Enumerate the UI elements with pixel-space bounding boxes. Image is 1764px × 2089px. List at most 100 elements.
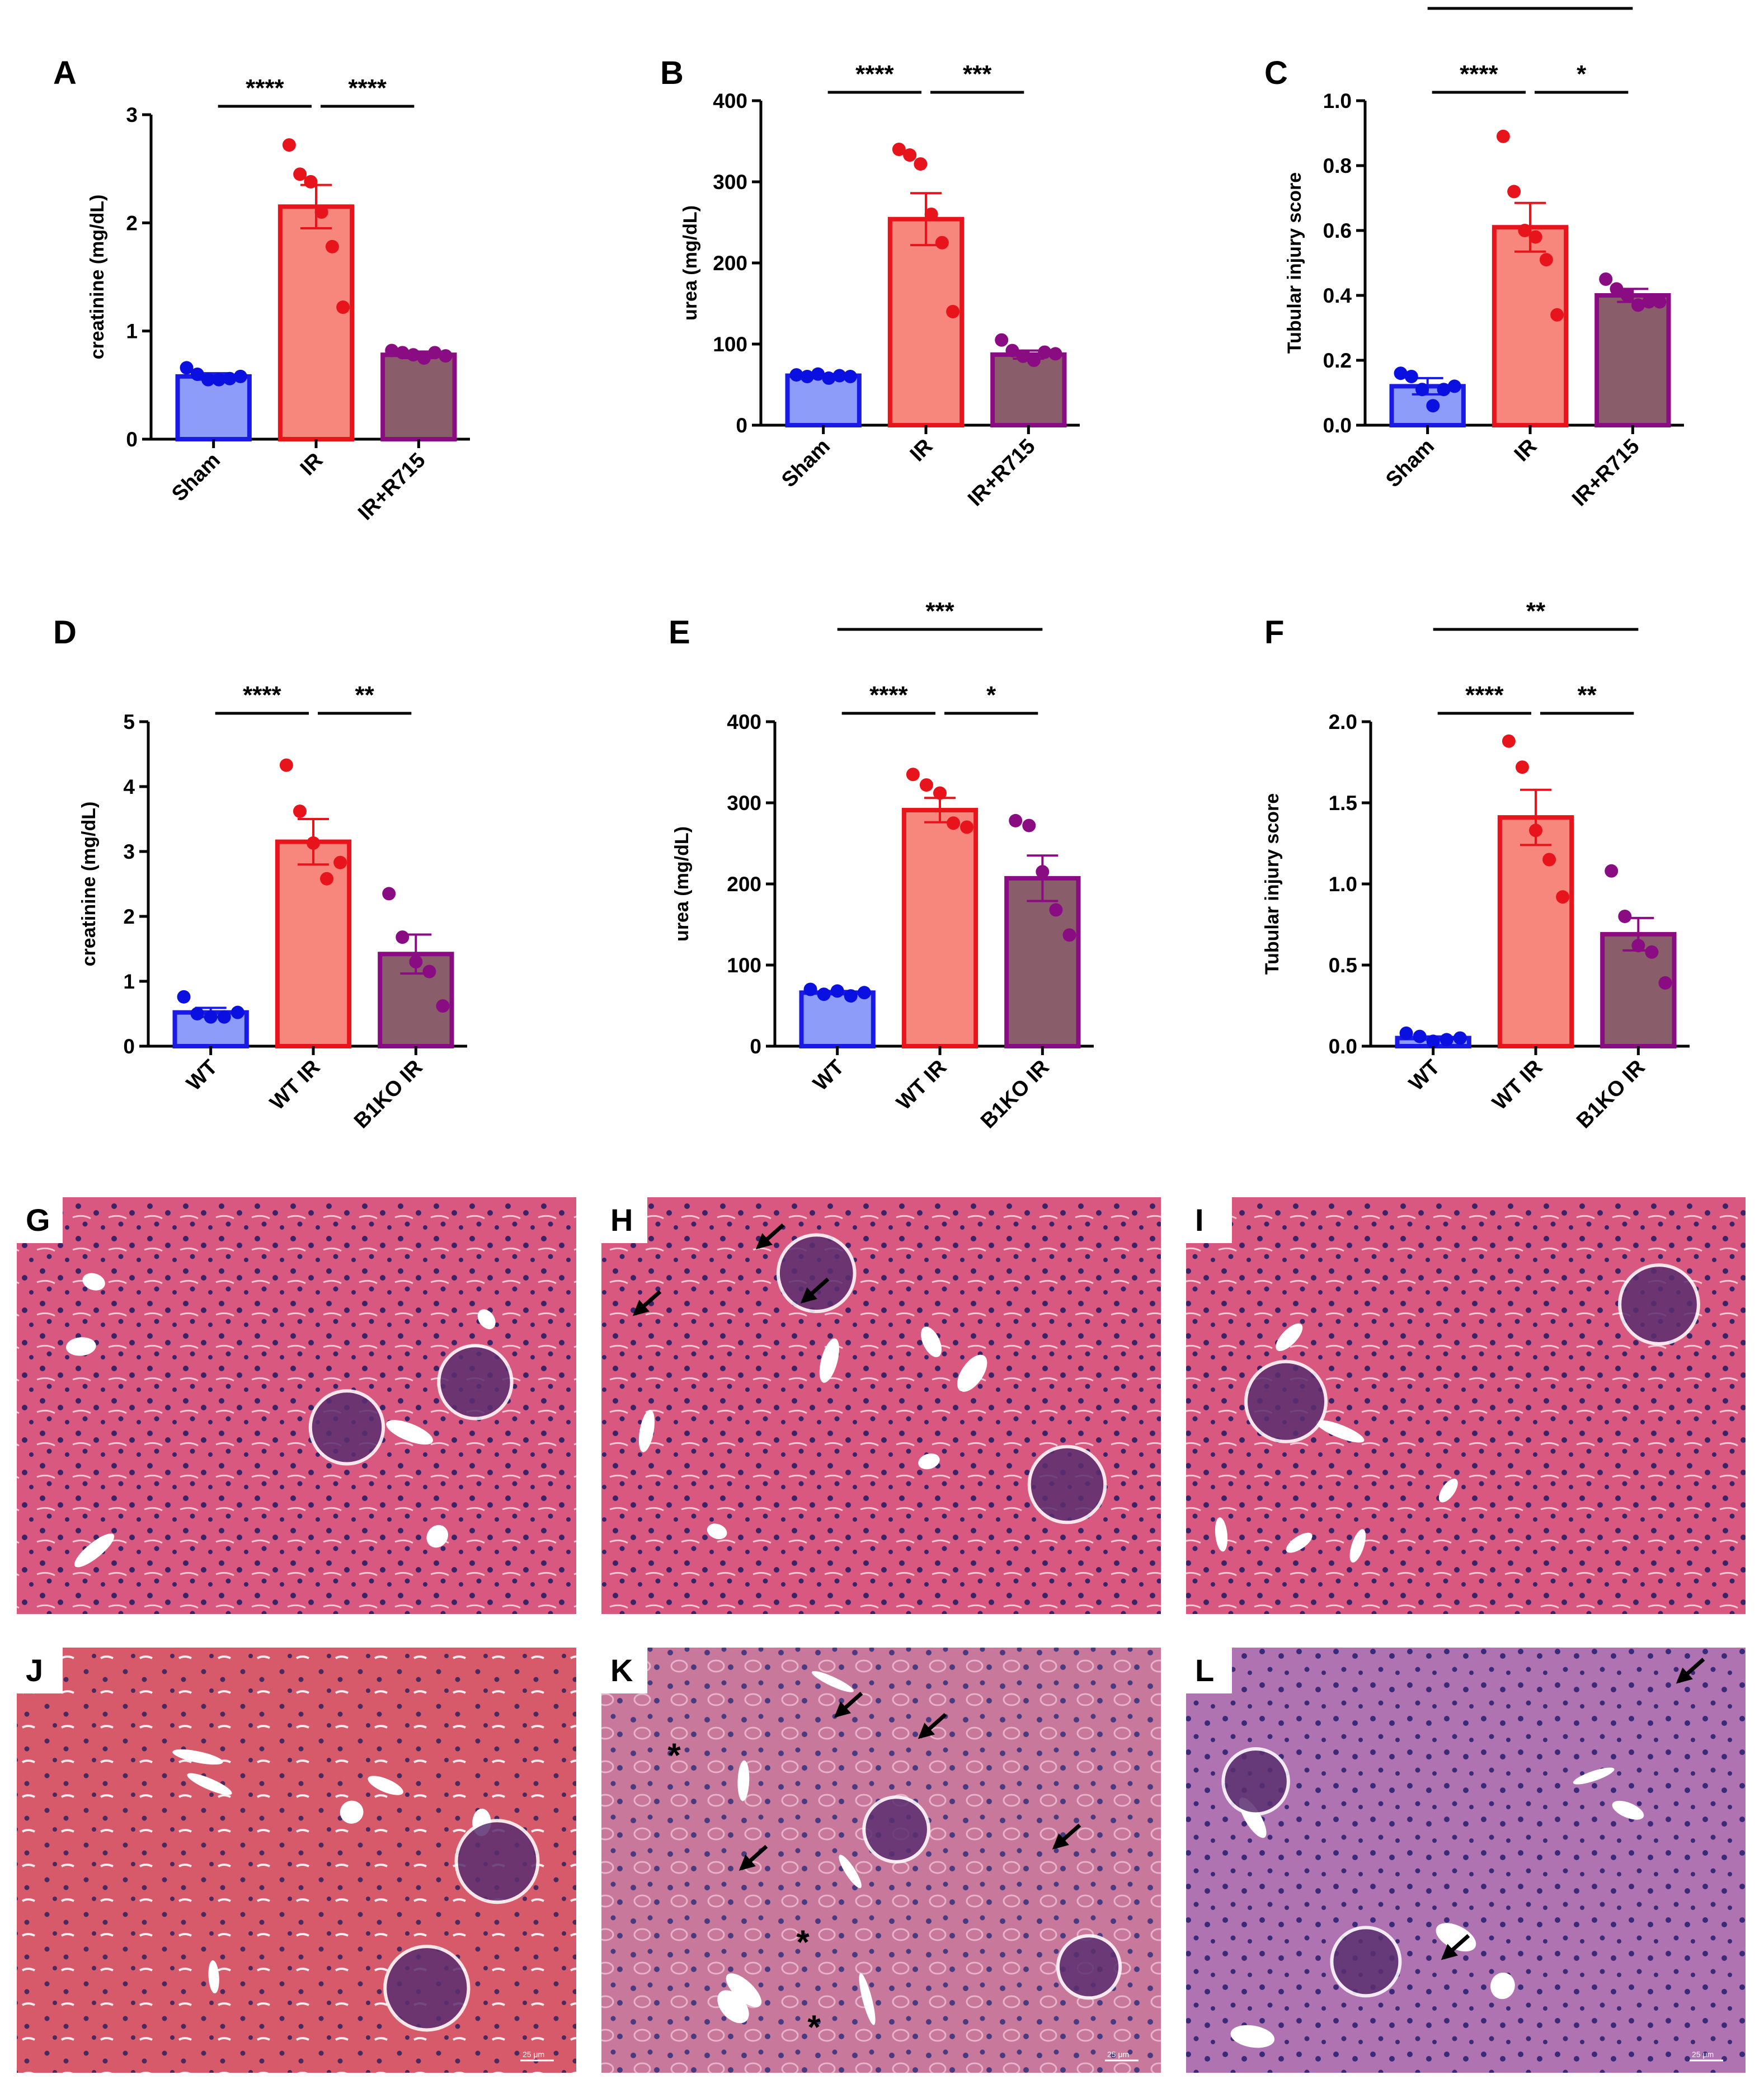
panel-letter: J (26, 1653, 43, 1688)
lumen (957, 1354, 987, 1392)
y-axis-label: creatinine (mg/dL) (87, 195, 108, 360)
data-point (1437, 383, 1451, 397)
y-tick-label: 1.0 (1329, 873, 1357, 896)
data-point (1036, 865, 1050, 879)
bar-ir (887, 217, 965, 427)
lumen (386, 1420, 433, 1445)
significance-label: **** (348, 74, 387, 102)
chart-f: F Tubular injury score 0.0 0.5 1.0 1.5 2.0 WT WT… (1262, 597, 1690, 1133)
data-point (293, 167, 307, 181)
x-category-label: B1KO IR (976, 1056, 1054, 1133)
he-stain-image (601, 1648, 1161, 2073)
lumen (707, 1523, 727, 1540)
arrow-icon (632, 1290, 662, 1316)
data-point (1440, 1033, 1453, 1047)
y-tick-label: 1 (126, 320, 138, 343)
panel-letter: C (1264, 55, 1288, 91)
data-point (1658, 976, 1672, 990)
x-category-label: IR+R715 (963, 435, 1040, 511)
data-point (1518, 224, 1532, 237)
data-point (903, 148, 917, 162)
data-point (935, 236, 949, 250)
letter-box (1186, 1648, 1232, 1693)
data-point (320, 872, 334, 886)
x-category-label: IR (1510, 435, 1542, 467)
data-point (1038, 345, 1052, 359)
y-tick-label: 0.5 (1329, 954, 1357, 977)
significance-label: *** (925, 597, 954, 625)
glomerulus (862, 1795, 930, 1864)
data-point (1496, 129, 1510, 143)
glomerulus (383, 1945, 471, 2032)
data-point (946, 305, 960, 318)
y-tick-label: 0 (736, 414, 747, 437)
data-point (439, 349, 453, 363)
letter-box (601, 1197, 647, 1243)
y-tick-label: 1.0 (1323, 90, 1352, 112)
data-point (1426, 1034, 1440, 1048)
x-category-label: WT IR (892, 1056, 952, 1115)
bar-b1ko-ir (1004, 876, 1081, 1048)
data-point (1022, 818, 1036, 832)
bar-wt-ir (1497, 815, 1574, 1048)
y-axis-label: urea (mg/dL) (680, 205, 701, 321)
x-category-label: WT IR (266, 1056, 325, 1115)
lumen (1215, 1517, 1228, 1552)
data-point (844, 989, 858, 1003)
data-point (333, 855, 347, 869)
data-point (822, 371, 836, 385)
arrow-icon (800, 1277, 830, 1304)
y-tick-label: 0.6 (1323, 219, 1352, 242)
scale-bar-label: 25 μm (523, 2050, 544, 2059)
data-point (336, 300, 350, 314)
data-point (201, 373, 215, 387)
bar-wt-ir (901, 808, 979, 1049)
significance-label: ** (355, 681, 375, 709)
data-point (817, 987, 831, 1001)
data-point (233, 369, 247, 383)
data-point (282, 138, 296, 152)
lumen (638, 1410, 655, 1452)
data-point (223, 371, 237, 385)
y-tick-label: 1 (123, 970, 135, 993)
data-point (279, 758, 293, 772)
bar-ir (277, 204, 355, 441)
x-category-label: WT IR (1488, 1056, 1547, 1115)
data-point (924, 208, 938, 221)
y-tick-label: 0.4 (1323, 284, 1352, 307)
lumen (1573, 1767, 1615, 1785)
lumen (1438, 1478, 1458, 1503)
data-point (385, 344, 399, 357)
histology-panel-i: I (1186, 1197, 1746, 1614)
significance-label: **** (243, 681, 281, 709)
bar-sham (785, 373, 862, 427)
lumen (208, 1960, 219, 1994)
y-axis-label: urea (mg/dL) (671, 826, 693, 942)
letter-box (17, 1648, 63, 1693)
data-point (396, 930, 410, 944)
letter-box (17, 1197, 63, 1243)
data-point (832, 369, 846, 383)
panel-letter: K (610, 1653, 633, 1688)
lumen (918, 1453, 940, 1470)
data-point (1529, 824, 1542, 838)
data-point (307, 836, 320, 850)
lumen (839, 1855, 862, 1888)
y-tick-label: 2 (123, 905, 135, 928)
data-point (417, 351, 431, 365)
bar-ir (1492, 225, 1569, 427)
arrow-icon (738, 1845, 768, 1871)
data-point (180, 361, 194, 375)
glomerulus (454, 1819, 540, 1904)
data-point (217, 1010, 231, 1024)
data-point (1631, 939, 1645, 953)
significance-label: **** (1465, 681, 1504, 709)
data-point (1507, 185, 1521, 199)
lumen (1612, 1800, 1644, 1820)
histology-panel-h: H (601, 1197, 1161, 1614)
data-point (1048, 347, 1062, 361)
asterisk-marker: * (667, 1737, 681, 1774)
y-tick-label: 0.0 (1323, 414, 1352, 437)
